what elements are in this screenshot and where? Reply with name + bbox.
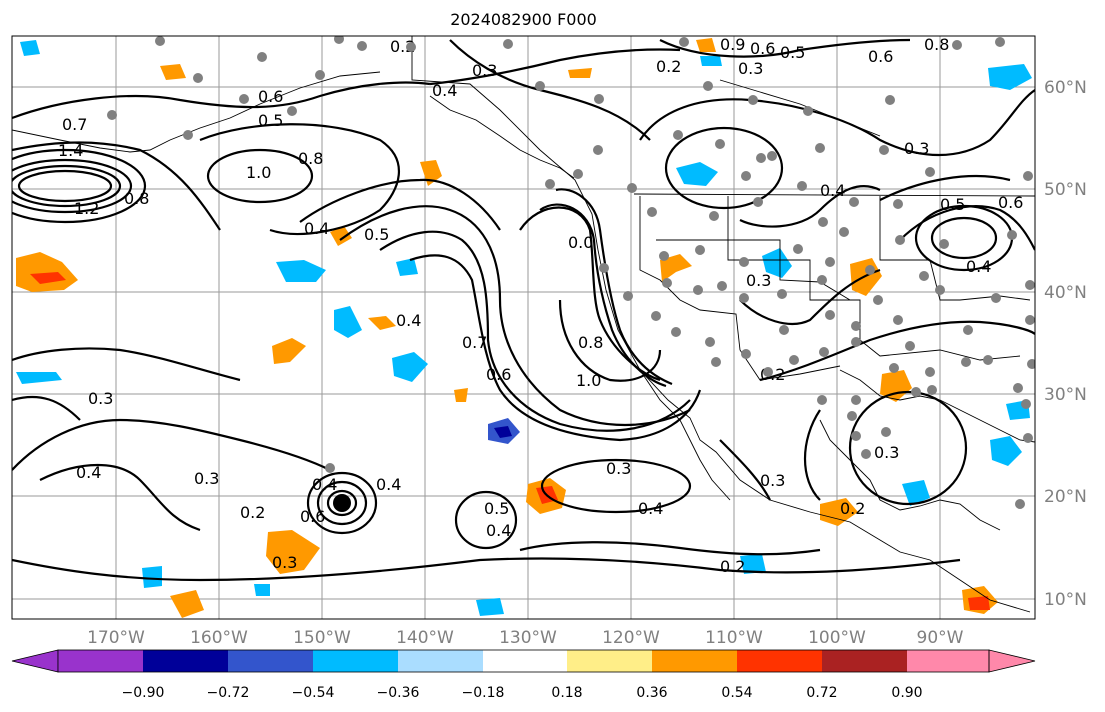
- lat-tick-label: 20°N: [1044, 487, 1087, 507]
- colorbar: −0.90 −0.72 −0.54 −0.36 −0.18 0.18 0.36 …: [11, 649, 1036, 701]
- contour-label: 0.3: [874, 443, 899, 462]
- contour-label-layer: 0.7 1.4 1.2 0.8 1.0 0.8 0.4 0.5 0.4 0.2 …: [58, 35, 1023, 576]
- contour-label: 0.6: [750, 39, 775, 58]
- contour-label: 0.3: [88, 389, 113, 408]
- contour-label: 0.4: [312, 475, 337, 494]
- contour-label: 0.2: [656, 57, 681, 76]
- contour-label: 0.4: [432, 81, 457, 100]
- contour-label: 0.4: [486, 521, 511, 540]
- contour-label: 0.8: [578, 333, 603, 352]
- contour-label: 0.5: [780, 43, 805, 62]
- contour-label: 0.4: [820, 181, 845, 200]
- contour-label: 0.8: [298, 149, 323, 168]
- contour-label: 0.9: [720, 35, 745, 54]
- colorbar-extend-min: [11, 649, 59, 673]
- colorbar-tick-label: −0.90: [122, 685, 165, 701]
- contour-label: 0.4: [396, 311, 421, 330]
- colorbar-segment: [398, 650, 483, 672]
- contour-label: 0.0: [568, 233, 593, 252]
- colorbar-tick-label: 0.90: [891, 685, 922, 701]
- contour-label: 0.3: [606, 459, 631, 478]
- contour-label: 0.6: [998, 193, 1023, 212]
- contour-label: 0.2: [720, 557, 745, 576]
- longitude-axis: 170°W 160°W 150°W 140°W 130°W 120°W 110°…: [87, 628, 964, 648]
- contour-label: 0.3: [272, 553, 297, 572]
- colorbar-segment: [228, 650, 313, 672]
- colorbar-tick-label: 0.72: [806, 685, 837, 701]
- map-title: 2024082900 F000: [450, 10, 597, 29]
- lat-tick-label: 40°N: [1044, 283, 1087, 303]
- lon-tick-label: 90°W: [917, 628, 964, 648]
- contour-label: 1.0: [246, 163, 271, 182]
- colorbar-segment: [737, 650, 822, 672]
- contour-label: 0.2: [840, 499, 865, 518]
- colorbar-tick-label: 0.54: [721, 685, 752, 701]
- colorbar-tick-label: −0.36: [377, 685, 420, 701]
- contour-label: 1.2: [74, 199, 99, 218]
- contour-label: 0.2: [240, 503, 265, 522]
- contour-label: 1.0: [576, 371, 601, 390]
- colorbar-segment: [822, 650, 907, 672]
- contour-label: 0.3: [738, 59, 763, 78]
- contour-label: 0.6: [486, 365, 511, 384]
- colorbar-tick-label: 0.18: [551, 685, 582, 701]
- colorbar-segment: [58, 650, 143, 672]
- lon-tick-label: 100°W: [808, 628, 866, 648]
- contour-label: 0.6: [868, 47, 893, 66]
- latitude-axis: 60°N 50°N 40°N 30°N 20°N 10°N: [1044, 78, 1087, 610]
- colorbar-segment: [313, 650, 398, 672]
- lon-tick-label: 130°W: [499, 628, 557, 648]
- contour-label: 0.8: [124, 189, 149, 208]
- map-frame: [11, 35, 1036, 620]
- colorbar-extend-max: [988, 649, 1036, 673]
- coastline-layer: [12, 36, 1035, 613]
- contour-label: 0.4: [304, 219, 329, 238]
- contour-label: 0.3: [904, 139, 929, 158]
- contour-label: 0.4: [966, 257, 991, 276]
- contour-label: 0.8: [924, 35, 949, 54]
- colorbar-segment: [483, 650, 567, 672]
- lon-tick-label: 110°W: [705, 628, 763, 648]
- contour-label: 0.5: [940, 195, 965, 214]
- contour-label: 0.4: [376, 475, 401, 494]
- lon-tick-label: 170°W: [87, 628, 145, 648]
- colorbar-tick-label: −0.72: [207, 685, 250, 701]
- lon-tick-label: 150°W: [293, 628, 351, 648]
- contour-label: 0.7: [62, 115, 87, 134]
- contour-label: 0.4: [638, 499, 663, 518]
- colorbar-tick-label: −0.54: [292, 685, 335, 701]
- contour-label: 0.4: [76, 463, 101, 482]
- colorbar-segment: [567, 650, 652, 672]
- contour-label: 0.7: [462, 333, 487, 352]
- contour-label: 0.6: [258, 87, 283, 106]
- contour-label: 0.3: [746, 271, 771, 290]
- contour-label: 0.5: [484, 499, 509, 518]
- lat-tick-label: 60°N: [1044, 78, 1087, 98]
- map-panel: [12, 36, 1035, 619]
- contour-label: 1.4: [58, 141, 83, 160]
- contour-label: 0.3: [760, 471, 785, 490]
- lon-tick-label: 120°W: [602, 628, 660, 648]
- contour-layer: [12, 38, 1035, 582]
- lon-tick-label: 140°W: [396, 628, 454, 648]
- contour-label: 0.5: [258, 111, 283, 130]
- contour-label: 0.3: [472, 61, 497, 80]
- colorbar-segment: [907, 650, 989, 672]
- lon-tick-label: 160°W: [190, 628, 248, 648]
- colorbar-segment: [652, 650, 737, 672]
- contour-label: 0.3: [194, 469, 219, 488]
- lat-tick-label: 10°N: [1044, 590, 1087, 610]
- lat-tick-label: 50°N: [1044, 180, 1087, 200]
- colorbar-tick-label: −0.18: [462, 685, 505, 701]
- center-marker-dot: [333, 494, 351, 512]
- colorbar-segment: [143, 650, 228, 672]
- station-dot-layer: [107, 36, 1035, 509]
- colorbar-tick-label: 0.36: [636, 685, 667, 701]
- lat-tick-label: 30°N: [1044, 385, 1087, 405]
- contour-label: 0.5: [364, 225, 389, 244]
- contour-label: 0.6: [300, 507, 325, 526]
